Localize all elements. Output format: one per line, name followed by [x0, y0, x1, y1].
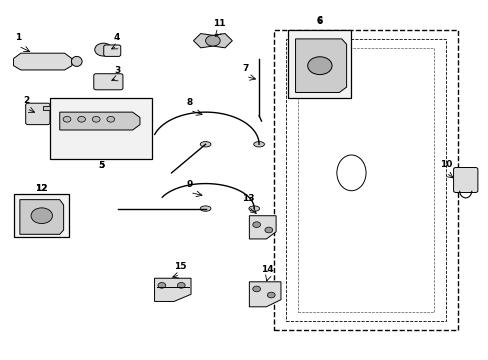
Circle shape [252, 286, 260, 292]
Text: 12: 12 [36, 184, 48, 193]
Polygon shape [193, 33, 232, 48]
FancyBboxPatch shape [94, 74, 122, 90]
Bar [297, 48, 433, 312]
Text: 11: 11 [213, 19, 225, 28]
Polygon shape [295, 39, 346, 93]
Circle shape [95, 43, 112, 56]
FancyBboxPatch shape [453, 167, 477, 193]
FancyBboxPatch shape [26, 103, 50, 125]
Circle shape [31, 208, 52, 224]
Text: 13: 13 [242, 194, 254, 203]
Text: 2: 2 [23, 96, 30, 105]
Bar [285, 39, 446, 321]
Bar [273, 30, 458, 330]
Circle shape [63, 116, 71, 122]
Ellipse shape [71, 57, 82, 66]
FancyBboxPatch shape [103, 45, 121, 57]
Polygon shape [249, 216, 276, 239]
Circle shape [252, 222, 260, 228]
Ellipse shape [248, 206, 259, 211]
Text: 8: 8 [186, 98, 193, 107]
Circle shape [78, 116, 85, 122]
Bar [50, 98, 152, 158]
Ellipse shape [200, 206, 210, 211]
Circle shape [267, 292, 275, 298]
Circle shape [205, 35, 220, 46]
Text: 4: 4 [114, 33, 120, 42]
Circle shape [92, 116, 100, 122]
Polygon shape [14, 53, 72, 70]
Ellipse shape [200, 141, 210, 147]
Text: 1: 1 [15, 33, 21, 42]
Text: 5: 5 [98, 161, 104, 170]
Text: 15: 15 [174, 262, 186, 271]
Circle shape [177, 283, 185, 288]
Text: 3: 3 [114, 66, 120, 75]
Text: 14: 14 [261, 265, 274, 274]
Text: 10: 10 [439, 160, 451, 169]
Text: 6: 6 [316, 17, 323, 26]
Text: 12: 12 [36, 184, 48, 193]
Text: 7: 7 [242, 64, 249, 73]
Bar [287, 30, 351, 98]
Bar [42, 106, 55, 111]
Text: 6: 6 [316, 15, 323, 24]
Ellipse shape [253, 141, 264, 147]
Circle shape [307, 57, 331, 75]
Bar [14, 194, 69, 237]
Text: 5: 5 [98, 161, 104, 170]
Polygon shape [154, 278, 191, 301]
Polygon shape [20, 200, 63, 234]
Polygon shape [60, 112, 140, 130]
Polygon shape [249, 282, 281, 307]
Text: 9: 9 [186, 180, 193, 189]
Circle shape [107, 116, 115, 122]
Circle shape [264, 227, 272, 233]
Circle shape [158, 283, 165, 288]
